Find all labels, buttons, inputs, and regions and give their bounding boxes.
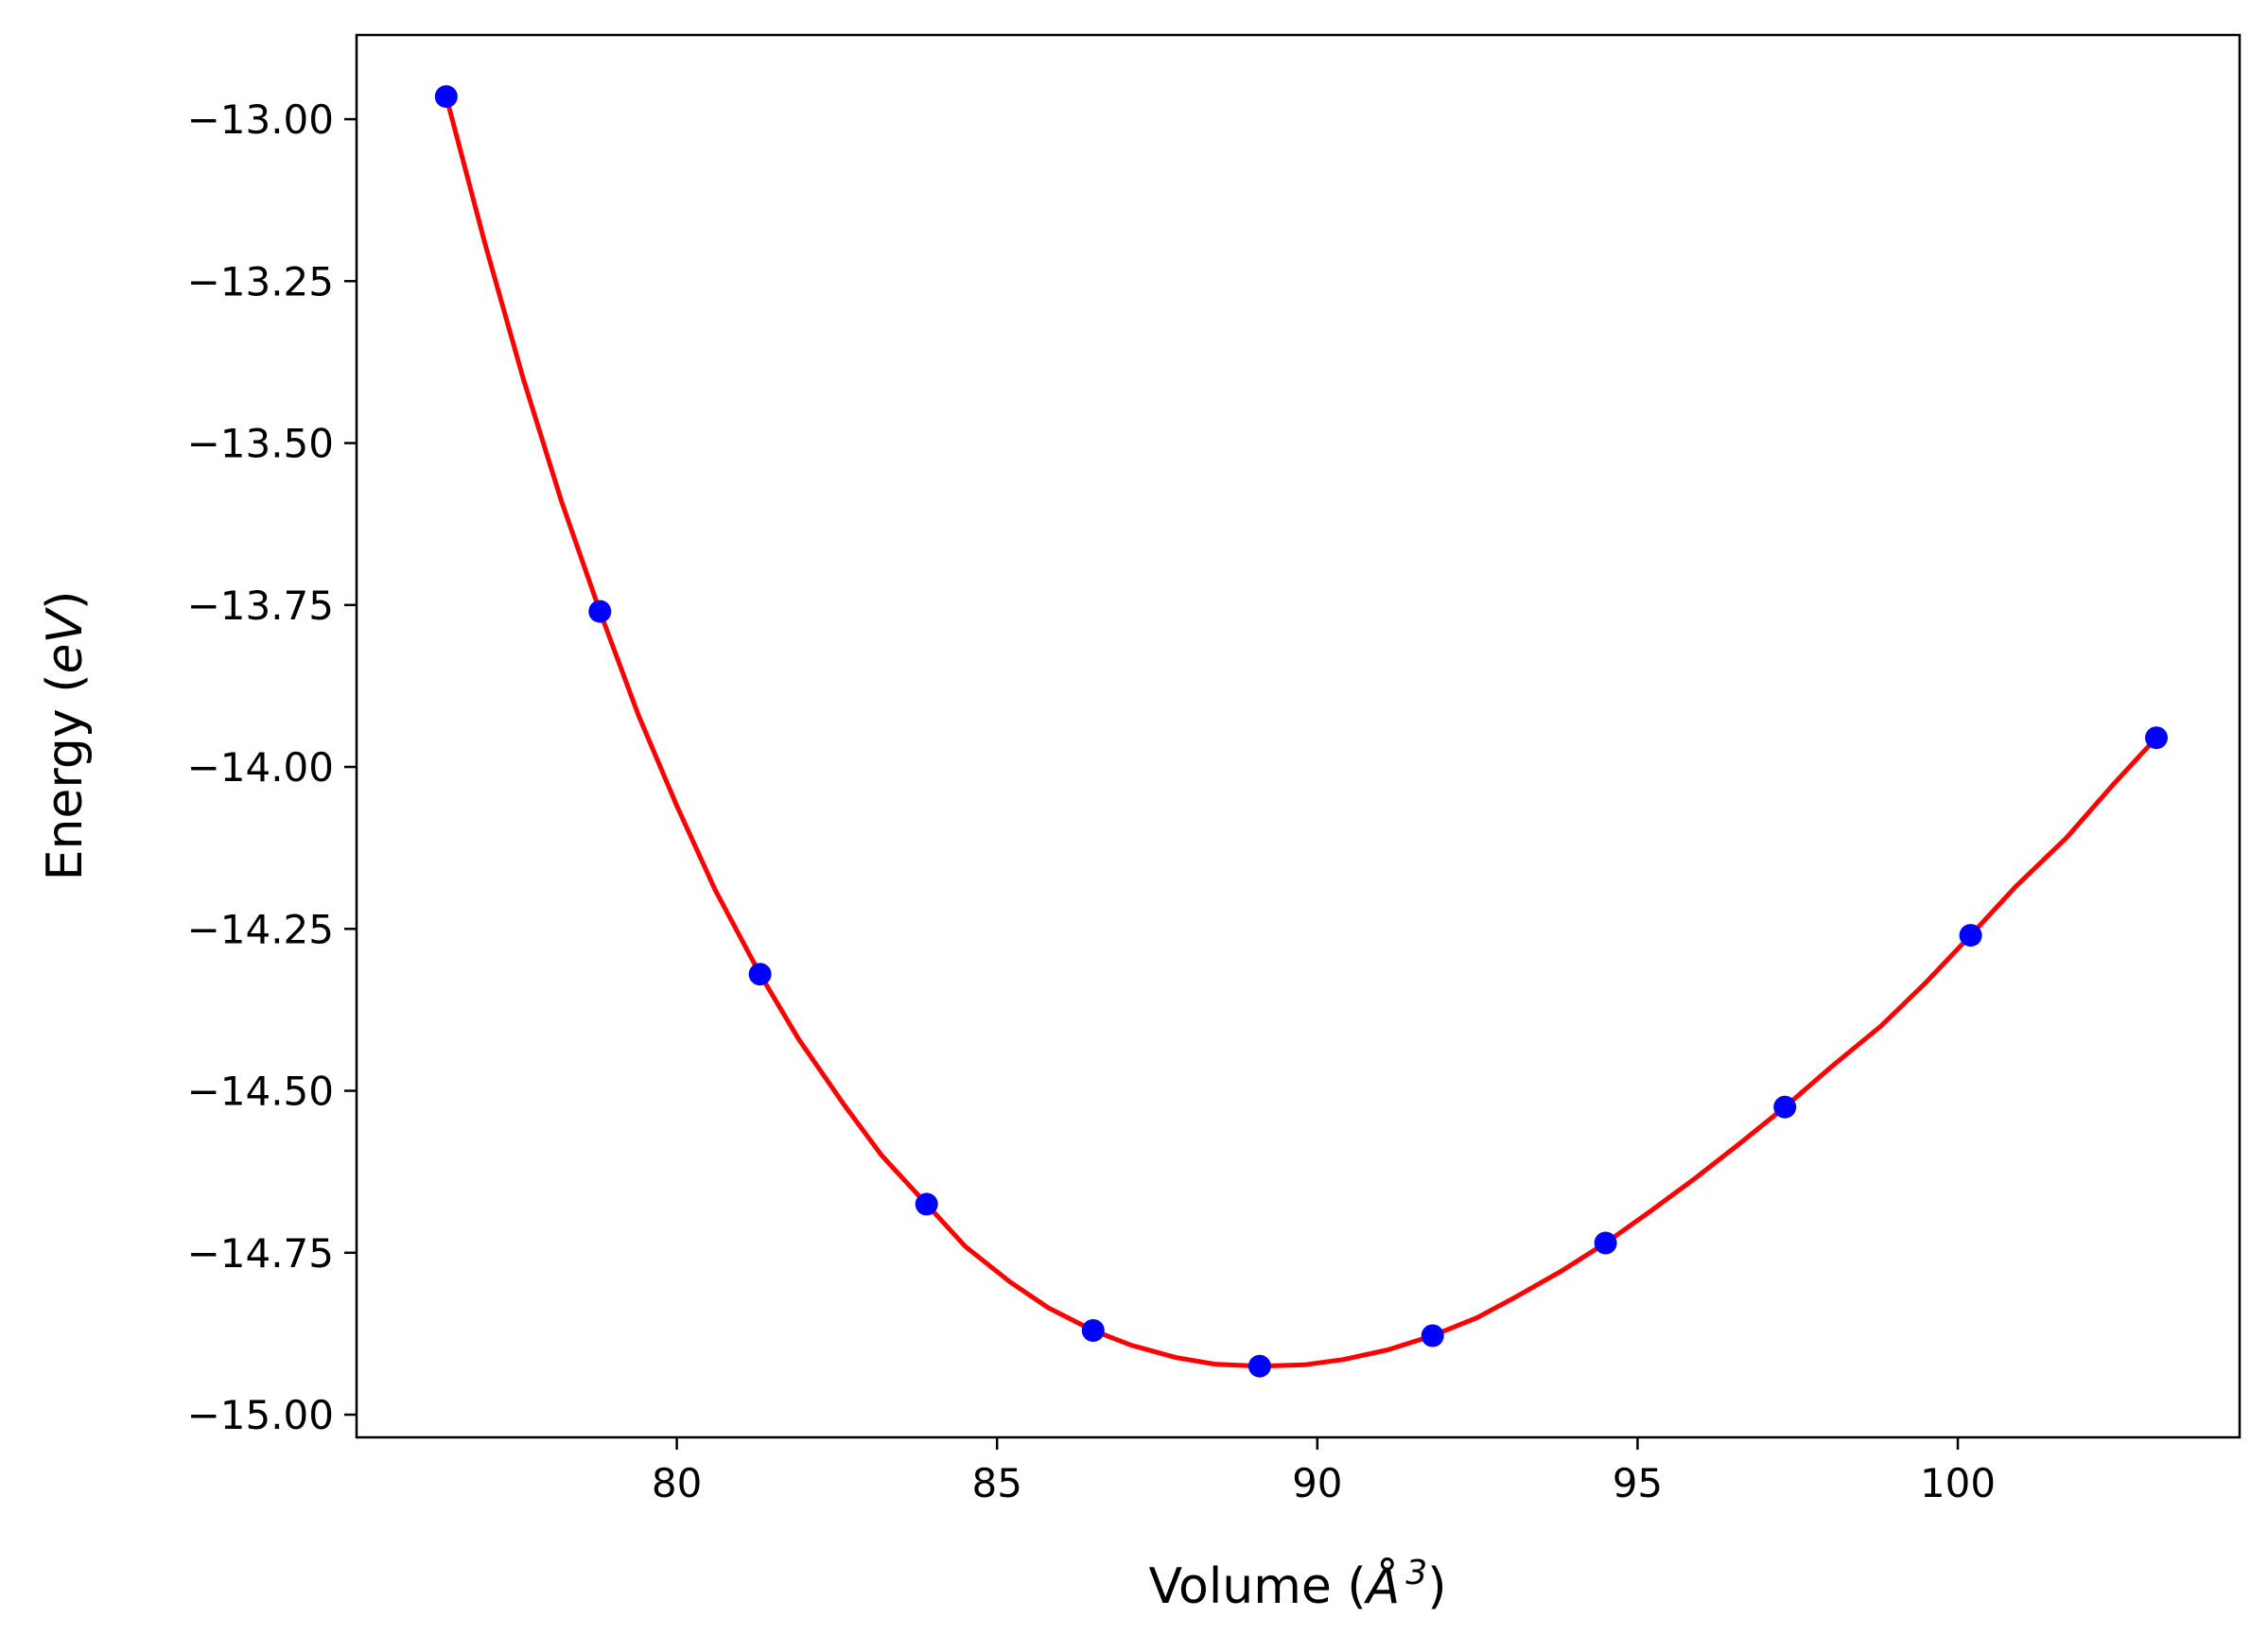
y-tick-label: −14.00 bbox=[187, 744, 334, 791]
data-point bbox=[748, 963, 772, 986]
y-axis-label: Energy (eV) bbox=[37, 591, 94, 881]
x-tick-label: 80 bbox=[652, 1460, 702, 1506]
y-axis-label-unit: eV bbox=[37, 607, 94, 674]
plot-area bbox=[434, 85, 2168, 1378]
y-axis: −13.00 −13.25 −13.50 −13.75 −14.00 −14.25 −14.… bbox=[187, 96, 357, 1438]
x-axis-label: Volume (Å 3) bbox=[1149, 1554, 1447, 1615]
y-tick-label: −15.00 bbox=[187, 1392, 334, 1438]
y-tick-label: −13.00 bbox=[187, 96, 334, 143]
data-point bbox=[915, 1192, 938, 1216]
plot-frame bbox=[355, 33, 2242, 1439]
data-point bbox=[1594, 1231, 1617, 1255]
x-axis-label-prefix: Volume ( bbox=[1149, 1558, 1367, 1615]
data-point bbox=[1247, 1354, 1271, 1378]
data-point bbox=[1959, 924, 1982, 948]
y-tick-label: −14.25 bbox=[187, 906, 334, 952]
y-tick-label: −13.50 bbox=[187, 421, 334, 467]
data-point bbox=[1773, 1095, 1797, 1119]
data-point bbox=[1081, 1319, 1105, 1342]
y-tick-label: −13.75 bbox=[187, 583, 334, 629]
x-axis-label-symbol: Å bbox=[1364, 1556, 1401, 1615]
y-tick-label: −14.75 bbox=[187, 1230, 334, 1277]
x-tick-label: 95 bbox=[1613, 1460, 1663, 1506]
x-tick-label: 90 bbox=[1292, 1460, 1342, 1506]
y-axis-label-suffix: ) bbox=[37, 591, 94, 610]
x-axis-label-superscript: 3 bbox=[1405, 1554, 1427, 1592]
x-axis: 80 85 90 95 100 bbox=[652, 1437, 1996, 1506]
x-tick-label: 85 bbox=[971, 1460, 1021, 1506]
data-point bbox=[588, 600, 612, 623]
y-tick-label: −14.50 bbox=[187, 1069, 334, 1115]
x-tick-label: 100 bbox=[1920, 1460, 1996, 1506]
data-point bbox=[434, 85, 458, 109]
y-axis-label-prefix: Energy ( bbox=[37, 674, 94, 881]
data-point bbox=[1421, 1324, 1444, 1348]
x-axis-label-suffix: ) bbox=[1427, 1558, 1446, 1615]
y-tick-label: −13.25 bbox=[187, 258, 334, 304]
data-point bbox=[2145, 726, 2168, 750]
